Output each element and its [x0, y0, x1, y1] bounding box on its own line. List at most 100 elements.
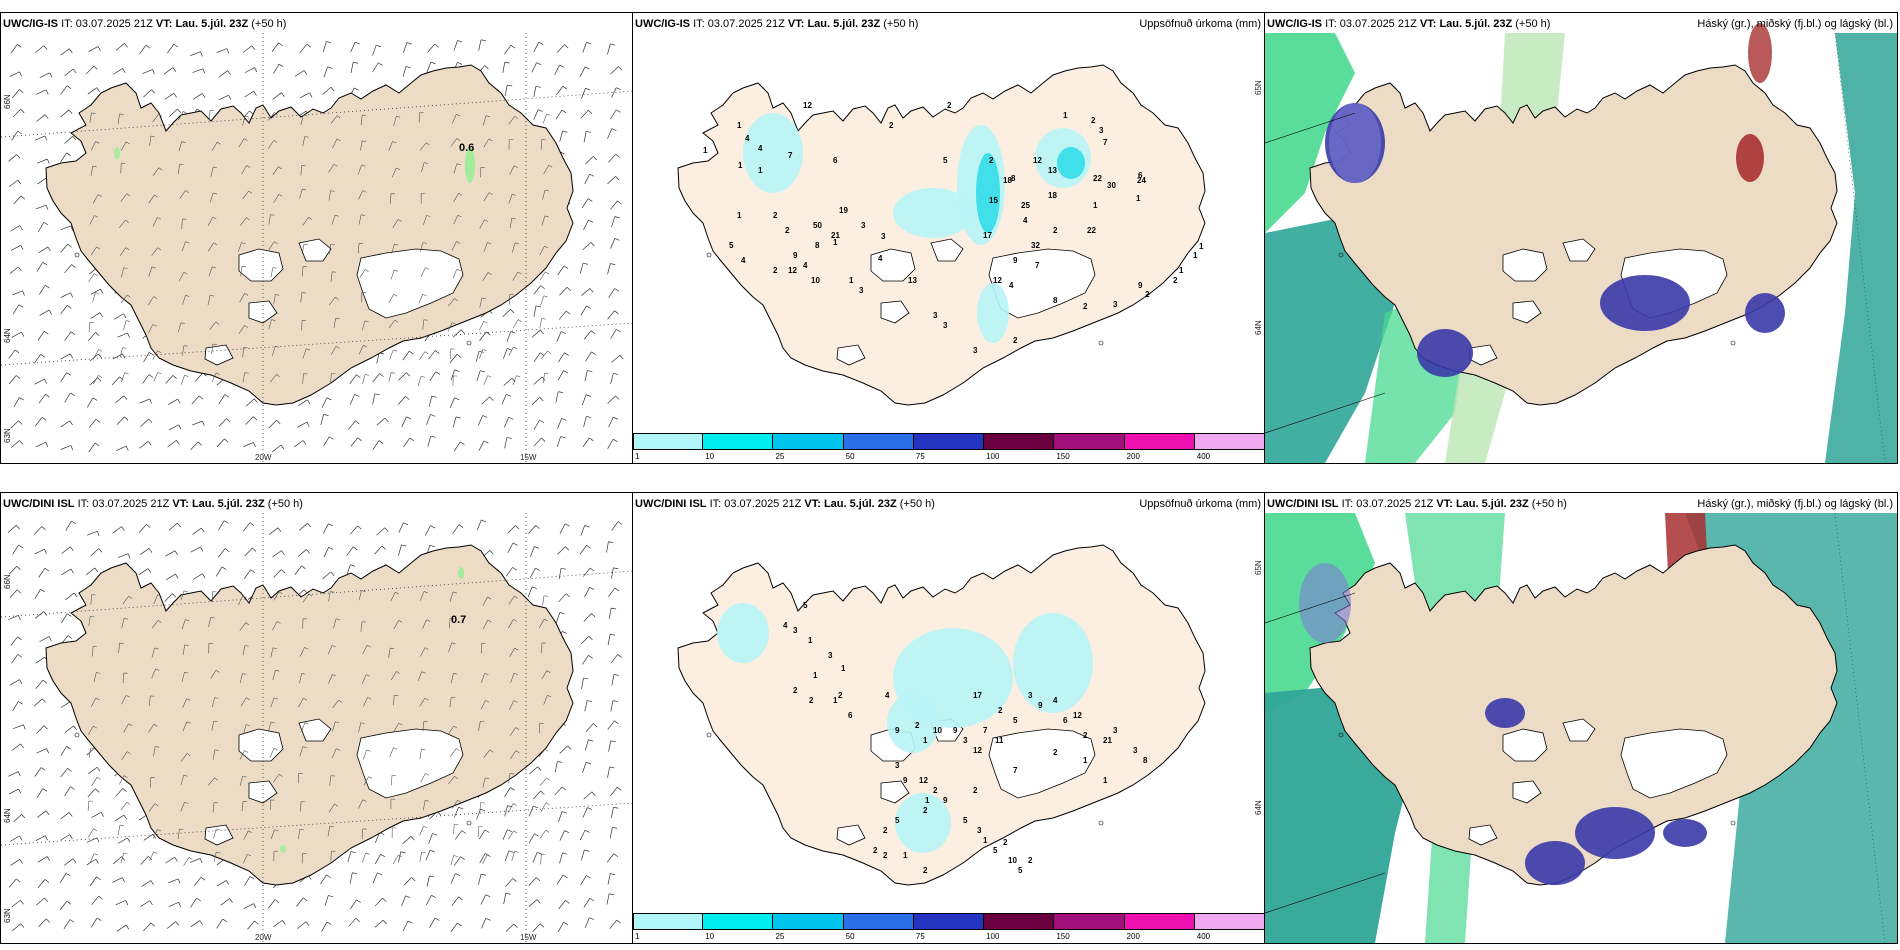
colorbar-segment [773, 913, 844, 930]
colorbar-segment [633, 913, 704, 930]
precip-value: 2 [1003, 838, 1008, 847]
colorbar-tick: 150 [1056, 452, 1070, 461]
precip-value: 5 [895, 816, 900, 825]
precip-value: 5 [1013, 716, 1018, 725]
colorbar-segment [1124, 913, 1195, 930]
precip-value: 4 [741, 256, 746, 265]
colorbar-segment [843, 433, 914, 450]
lat-label: 65N [1254, 560, 1263, 575]
colorbar-segment [633, 433, 704, 450]
precip-value: 3 [963, 736, 968, 745]
colorbar-segment [913, 913, 985, 930]
precip-value: 1 [833, 696, 838, 705]
colorbar-tick: 150 [1056, 932, 1070, 941]
precip-value: 8 [815, 241, 820, 250]
max-marker: 0.6 [459, 142, 474, 154]
colorbar-tick: 400 [1196, 932, 1211, 941]
wind-map-panel-bottom: UWC/DINI ISL IT: 03.07.2025 21Z VT: Lau.… [0, 492, 634, 944]
precip-value: 13 [1048, 166, 1057, 175]
panel-title-right: Uppsöfnuð úrkoma (mm) [1139, 18, 1261, 30]
panel-title-right: Uppsöfnuð úrkoma (mm) [1139, 498, 1261, 510]
precip-value: 1 [1083, 756, 1088, 765]
precip-value: 7 [788, 151, 793, 160]
precip-value: 22 [1087, 226, 1096, 235]
colorbar-tick: 75 [915, 932, 925, 941]
precip-value: 4 [758, 144, 763, 153]
lat-label: 66N [3, 94, 12, 109]
panel-header: UWC/DINI ISL IT: 03.07.2025 21Z VT: Lau.… [635, 498, 935, 510]
colorbar-segment [1054, 913, 1125, 930]
precip-value: 2 [773, 211, 778, 220]
colorbar-segment [1194, 433, 1265, 450]
precip-value: 1 [808, 636, 813, 645]
panel-title-right: Háský (gr.), miðský (fj.bl.) og lágský (… [1697, 18, 1893, 30]
precip-value: 1 [1093, 201, 1098, 210]
precip-value: 3 [1028, 691, 1033, 700]
colorbar-segment [703, 433, 774, 450]
precip-value: 4 [1009, 281, 1014, 290]
precip-value: 15 [989, 196, 998, 205]
precip-value: 2 [773, 266, 778, 275]
colorbar-segment [984, 913, 1055, 930]
precip-value: 1 [925, 796, 930, 805]
panel-title-right: Háský (gr.), miðský (fj.bl.) og lágský (… [1697, 498, 1893, 510]
cloud-cover-map [1265, 493, 1897, 943]
precip-value: 4 [803, 261, 808, 270]
precip-value: 2 [947, 101, 952, 110]
lon-label: 15W [520, 453, 537, 462]
precip-value: 5 [729, 241, 734, 250]
precip-value: 10 [811, 276, 820, 285]
precip-value: 6 [848, 711, 853, 720]
colorbar-tick: 100 [986, 452, 1000, 461]
precip-value: 2 [1091, 116, 1096, 125]
cloud-cover-map [1265, 13, 1897, 463]
wind-map-panel-top: UWC/IG-IS IT: 03.07.2025 21Z VT: Lau. 5.… [0, 12, 634, 464]
precip-value: 6 [1063, 716, 1068, 725]
precip-value: 2 [883, 851, 888, 860]
precip-value: 2 [915, 721, 920, 730]
precip-value: 1 [1103, 776, 1108, 785]
precip-value: 4 [783, 621, 788, 630]
precip-value: 32 [1031, 241, 1040, 250]
precip-value: 3 [828, 651, 833, 660]
precip-value: 2 [1053, 226, 1058, 235]
colorbar-segment [703, 913, 774, 930]
precip-value: 1 [841, 664, 846, 673]
precip-value: 3 [933, 311, 938, 320]
colorbar-segment [984, 433, 1055, 450]
colorbar-tick: 1 [635, 452, 640, 461]
colorbar-tick: 50 [845, 452, 855, 461]
precip-value: 4 [878, 254, 883, 263]
precip-value: 2 [785, 226, 790, 235]
precip-value: 1 [758, 166, 763, 175]
colorbar-tick: 10 [705, 932, 715, 941]
panel-header: UWC/DINI ISL IT: 03.07.2025 21Z VT: Lau.… [1267, 498, 1567, 510]
colorbar-tick: 400 [1196, 452, 1211, 461]
precip-value: 21 [831, 231, 840, 240]
precip-value: 1 [833, 238, 838, 247]
precip-value: 7 [1035, 261, 1040, 270]
precip-value: 9 [895, 726, 900, 735]
precip-value: 2 [923, 806, 928, 815]
precip-value: 24 [1137, 176, 1146, 185]
precip-value: 11 [995, 736, 1004, 745]
precip-value: 3 [973, 346, 978, 355]
panel-header: UWC/IG-IS IT: 03.07.2025 21Z VT: Lau. 5.… [635, 18, 919, 30]
precip-value: 12 [919, 776, 928, 785]
wind-barb-map: 66N 64N 63N 20W 15W 0.7 [1, 513, 633, 943]
colorbar-tick: 200 [1126, 452, 1140, 461]
precip-value: 1 [737, 121, 742, 130]
precip-value: 2 [1013, 336, 1018, 345]
lon-label: 20W [255, 933, 272, 942]
precip-value: 3 [977, 826, 982, 835]
precip-value: 7 [1013, 766, 1018, 775]
lat-label: 66N [3, 574, 12, 589]
precip-value: 12 [973, 746, 982, 755]
lon-label: 20W [255, 453, 272, 462]
precip-value: 12 [1033, 156, 1042, 165]
precip-value: 2 [989, 156, 994, 165]
colorbar-segment [1054, 433, 1125, 450]
precip-value: 30 [1107, 181, 1116, 190]
lat-label: 64N [3, 328, 12, 343]
colorbar-tick: 25 [775, 932, 785, 941]
